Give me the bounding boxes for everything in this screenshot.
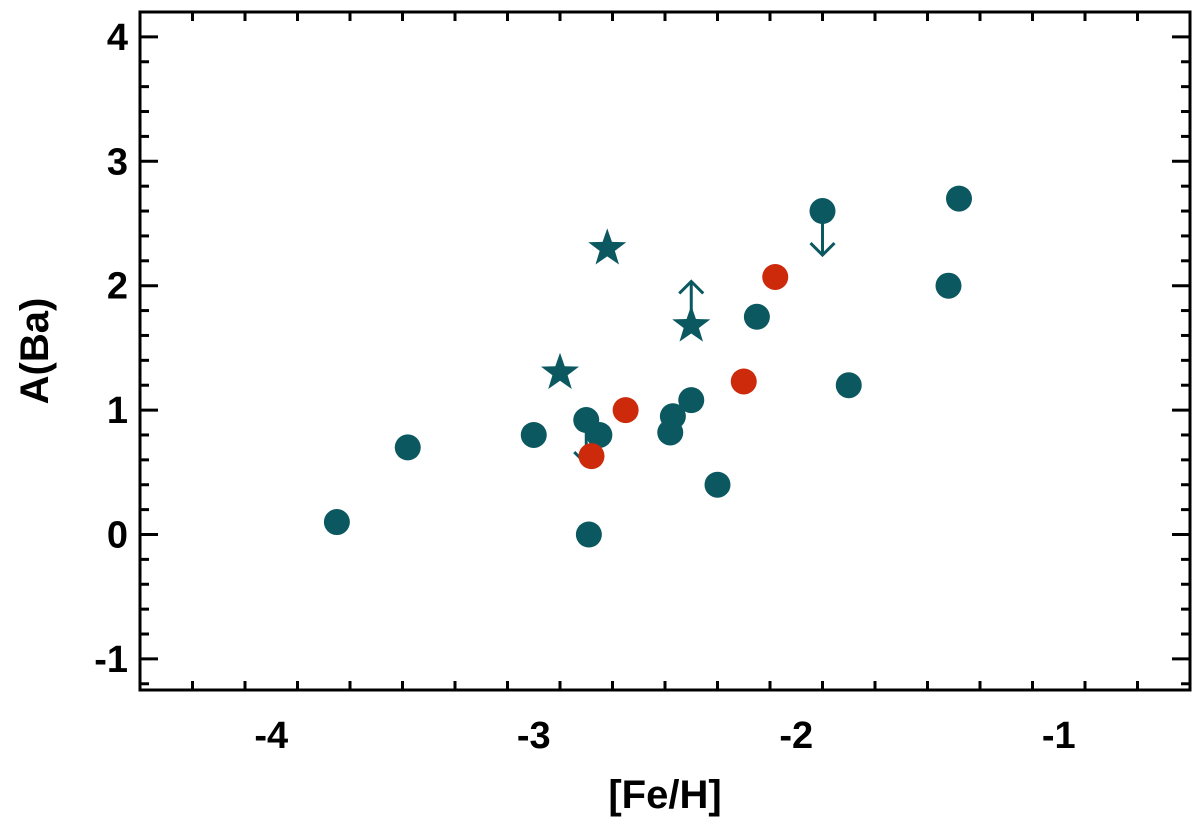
red-circle-point <box>762 263 789 290</box>
arrow-head <box>809 241 836 258</box>
teal-circle-point <box>835 372 862 399</box>
teal-circle-point <box>809 198 836 225</box>
y-tick-labels: -1 0 1 2 3 4 <box>94 17 128 681</box>
y-axis-title: A(Ba) <box>13 298 57 405</box>
teal-circle-point <box>520 421 547 448</box>
teal-circle-point <box>323 509 350 536</box>
plot-frame <box>138 10 1192 692</box>
star-point <box>672 305 711 342</box>
star-point <box>540 352 580 389</box>
teal-circle-point <box>657 419 684 446</box>
y-tick-label: 2 <box>107 266 128 308</box>
red-circle-point <box>612 397 639 424</box>
y-tick-label: 4 <box>107 17 128 59</box>
x-tick-label: -2 <box>779 715 813 757</box>
teal-circle-point <box>586 421 613 448</box>
teal-circle-point <box>678 387 705 414</box>
data-points <box>323 185 972 548</box>
x-tick-labels: -4 -3 -2 -1 <box>254 715 1075 757</box>
y-tick-label: -1 <box>94 639 128 681</box>
x-axis-title: [Fe/H] <box>608 773 721 817</box>
teal-circle-point <box>743 303 770 330</box>
y-tick-label: 0 <box>107 514 128 556</box>
star-point <box>588 228 627 265</box>
y-tick-label: 3 <box>107 141 128 183</box>
x-tick-label: -1 <box>1042 715 1076 757</box>
x-tick-label: -4 <box>254 715 288 757</box>
teal-circle-point <box>946 185 972 212</box>
y-tick-label: 1 <box>107 390 128 432</box>
teal-circle-point <box>704 471 731 498</box>
arrow-head <box>678 279 705 295</box>
teal-circle-point <box>575 521 602 548</box>
red-circle-point <box>578 443 605 470</box>
red-circle-point <box>730 368 757 395</box>
teal-circle-point <box>935 272 962 299</box>
axis-ticks <box>138 10 1192 690</box>
teal-circle-point <box>394 434 421 461</box>
x-tick-label: -3 <box>517 715 551 757</box>
